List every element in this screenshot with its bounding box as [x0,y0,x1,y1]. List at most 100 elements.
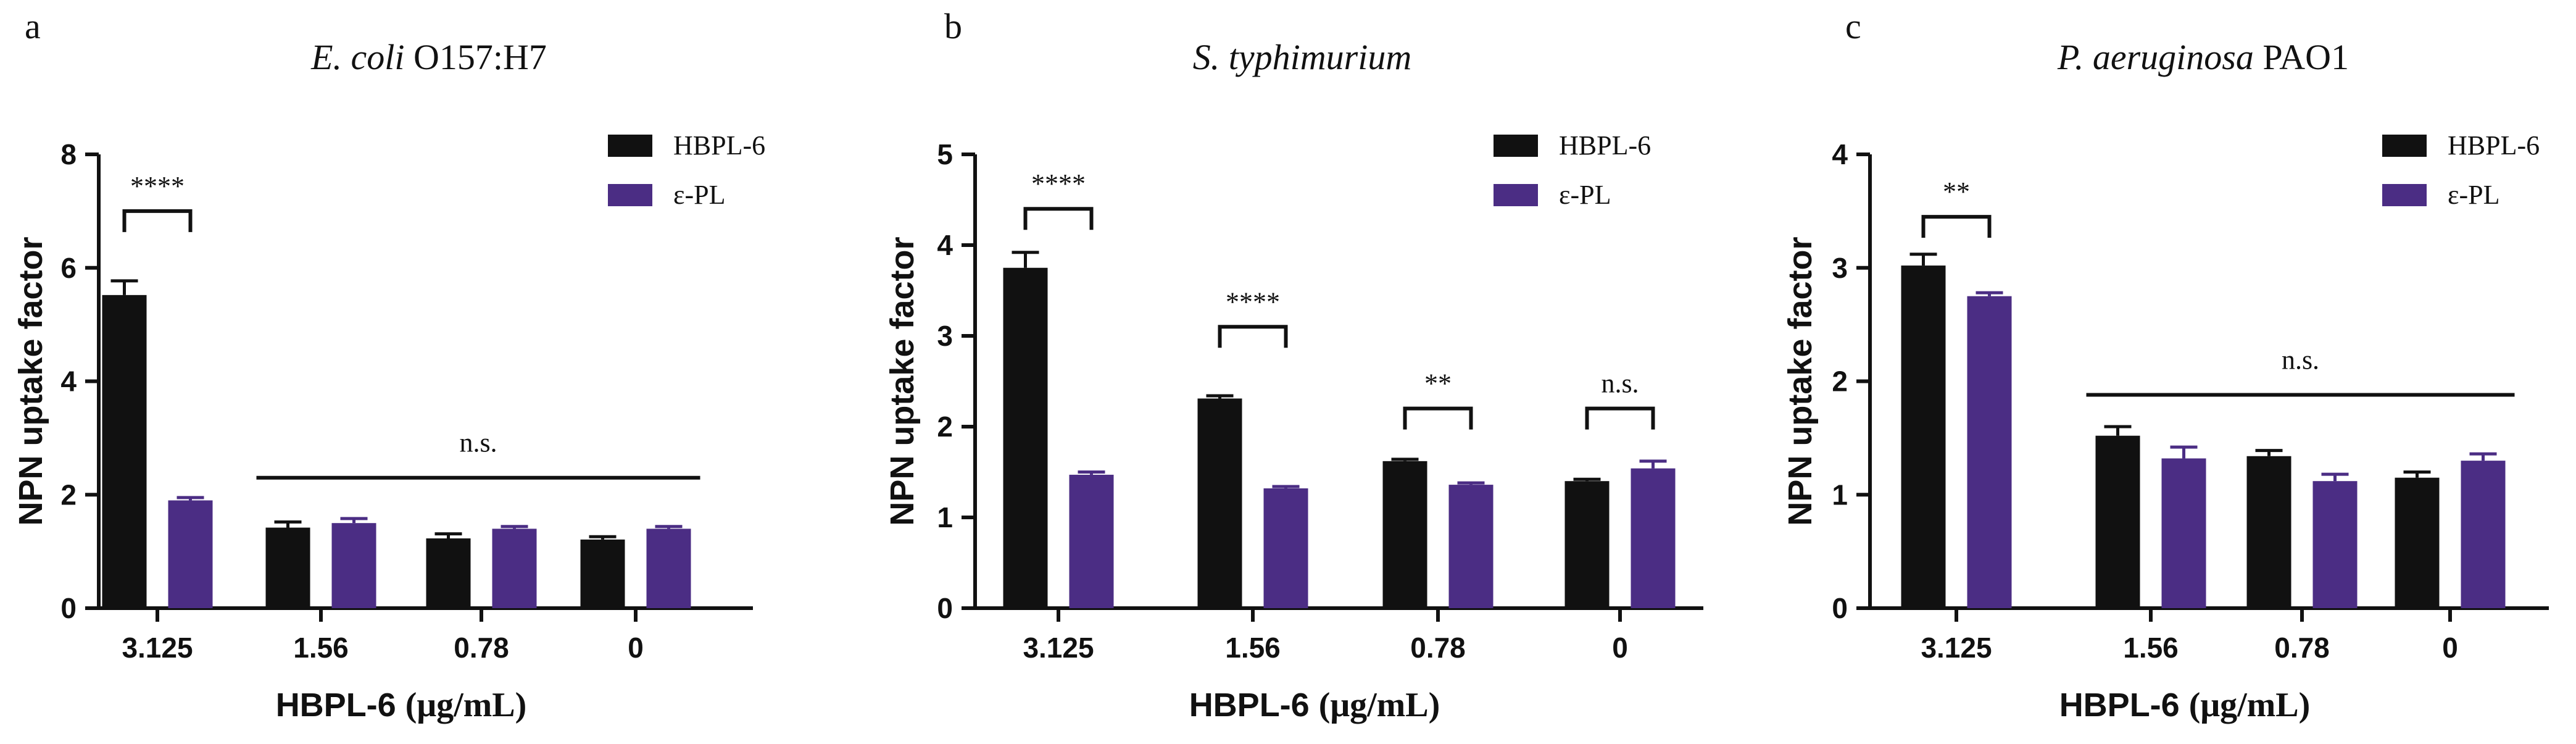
legend-label: HBPL-6 [673,130,765,161]
y-axis-label: NPN uptake factor [12,236,49,525]
chart-panel-a: a E. coli O157:H7 0 2 4 6 8 NPN uptake factor 3.… [12,6,765,724]
x-tick-label: 1.56 [293,632,349,664]
bar-hbpl [1197,398,1242,608]
x-axis-label-main: HBPL-6 [2059,687,2189,724]
x-tick-label: 1.56 [1225,632,1281,664]
x-tick-label: 0 [2442,632,2458,664]
panel-letter: a [25,6,41,46]
bar-epl [331,523,376,608]
y-tick-label: 2 [1832,366,1848,398]
x-axis-label: HBPL-6 (μg/mL) [276,686,527,724]
y-tick-label: 4 [1832,138,1848,170]
bar-hbpl [2395,477,2440,608]
chart-title-italic: S. typhimurium [1193,37,1411,77]
x-tick-label: 3.125 [1023,632,1094,664]
bar-hbpl [265,527,310,608]
bar-hbpl [102,295,147,608]
chart-title-rest: O157:H7 [405,37,547,77]
bar-hbpl [1901,265,1946,608]
y-tick-label: 3 [1832,252,1848,284]
legend-swatch [1494,184,1538,206]
y-tick-label: 6 [60,252,77,284]
bar-hbpl [1003,267,1048,608]
y-axis-label: NPN uptake factor [1782,236,1819,525]
significance-bracket [122,209,193,232]
y-tick-label: 2 [937,411,953,443]
legend-swatch [1494,135,1538,157]
y-tick-label: 0 [937,592,953,624]
y-tick-label: 2 [60,479,77,511]
bar-hbpl [426,538,471,608]
legend-swatch [608,135,652,157]
significance-bracket [1403,406,1473,430]
panel-letter: c [1845,6,1861,46]
significance-bracket [1023,207,1094,230]
bar-epl [2161,458,2206,608]
y-tick-label: 5 [937,138,953,170]
bar-hbpl [1382,461,1427,608]
bar-hbpl [2095,435,2140,608]
bar-epl [2461,461,2506,608]
bar-epl [168,500,213,608]
significance-label: n.s. [459,428,497,458]
x-tick-label: 3.125 [1921,632,1992,664]
y-tick-label: 1 [937,501,953,533]
y-tick-label: 0 [60,592,77,624]
bar-hbpl [580,539,625,608]
legend-label: ε-PL [1559,180,1611,210]
bar-epl [646,529,691,608]
significance-label: **** [1031,169,1086,199]
bar-epl [1631,468,1676,608]
significance-label: n.s. [2282,345,2319,375]
x-tick-label: 0 [628,632,644,664]
significance-bracket [1218,325,1288,348]
chart-panel-c: c P. aeruginosa PAO1 0 1 2 3 4 NPN uptake facto… [1782,6,2549,724]
legend-label: ε-PL [673,180,725,210]
x-tick-label: 0.78 [454,632,509,664]
legend-swatch [2382,184,2427,206]
legend-label: HBPL-6 [1559,130,1651,161]
significance-label: n.s. [1601,369,1639,399]
x-axis-label-units: (μg/mL) [2189,686,2311,724]
significance-label: **** [130,171,185,201]
y-tick-label: 4 [60,366,77,398]
x-axis-label-main: HBPL-6 [276,687,405,724]
y-tick-label: 3 [937,320,953,352]
chart-panel-b: b S. typhimurium 0 1 2 3 4 5 NPN uptake factor 3.… [884,6,1703,724]
x-axis-label-units: (μg/mL) [1319,686,1440,724]
bar-epl [1263,488,1308,608]
legend-label: ε-PL [2448,180,2499,210]
y-tick-label: 1 [1832,479,1848,511]
x-tick-label: 3.125 [122,632,193,664]
legend-swatch [608,184,652,206]
bar-hbpl [1564,481,1610,608]
x-tick-label: 1.56 [2123,632,2179,664]
bar-hbpl [2246,456,2291,608]
chart-title: P. aeruginosa PAO1 [2057,37,2349,77]
x-tick-label: 0.78 [2274,632,2330,664]
y-axis-label: NPN uptake factor [884,236,921,525]
x-axis-label-main: HBPL-6 [1189,687,1319,724]
significance-bracket [1921,215,1992,238]
x-axis-label-units: (μg/mL) [405,686,527,724]
bar-epl [1967,296,2012,608]
chart-title-italic: P. aeruginosa [2057,37,2254,77]
x-axis-label: HBPL-6 (μg/mL) [2059,686,2311,724]
significance-label: ** [1943,177,1970,207]
y-tick-label: 8 [60,138,77,170]
chart-title: S. typhimurium [1193,37,1411,77]
chart-title: E. coli O157:H7 [310,37,547,77]
legend-swatch [2382,135,2427,157]
significance-label: ** [1424,369,1452,399]
bar-epl [2312,481,2358,608]
significance-label: **** [1226,286,1280,317]
x-axis-label: HBPL-6 (μg/mL) [1189,686,1440,724]
bar-epl [1069,474,1114,608]
legend-label: HBPL-6 [2448,130,2540,161]
chart-title-italic: E. coli [310,37,404,77]
y-tick-label: 4 [937,229,953,261]
chart-title-rest: PAO1 [2254,37,2349,77]
panel-letter: b [944,6,962,46]
x-tick-label: 0 [1612,632,1628,664]
